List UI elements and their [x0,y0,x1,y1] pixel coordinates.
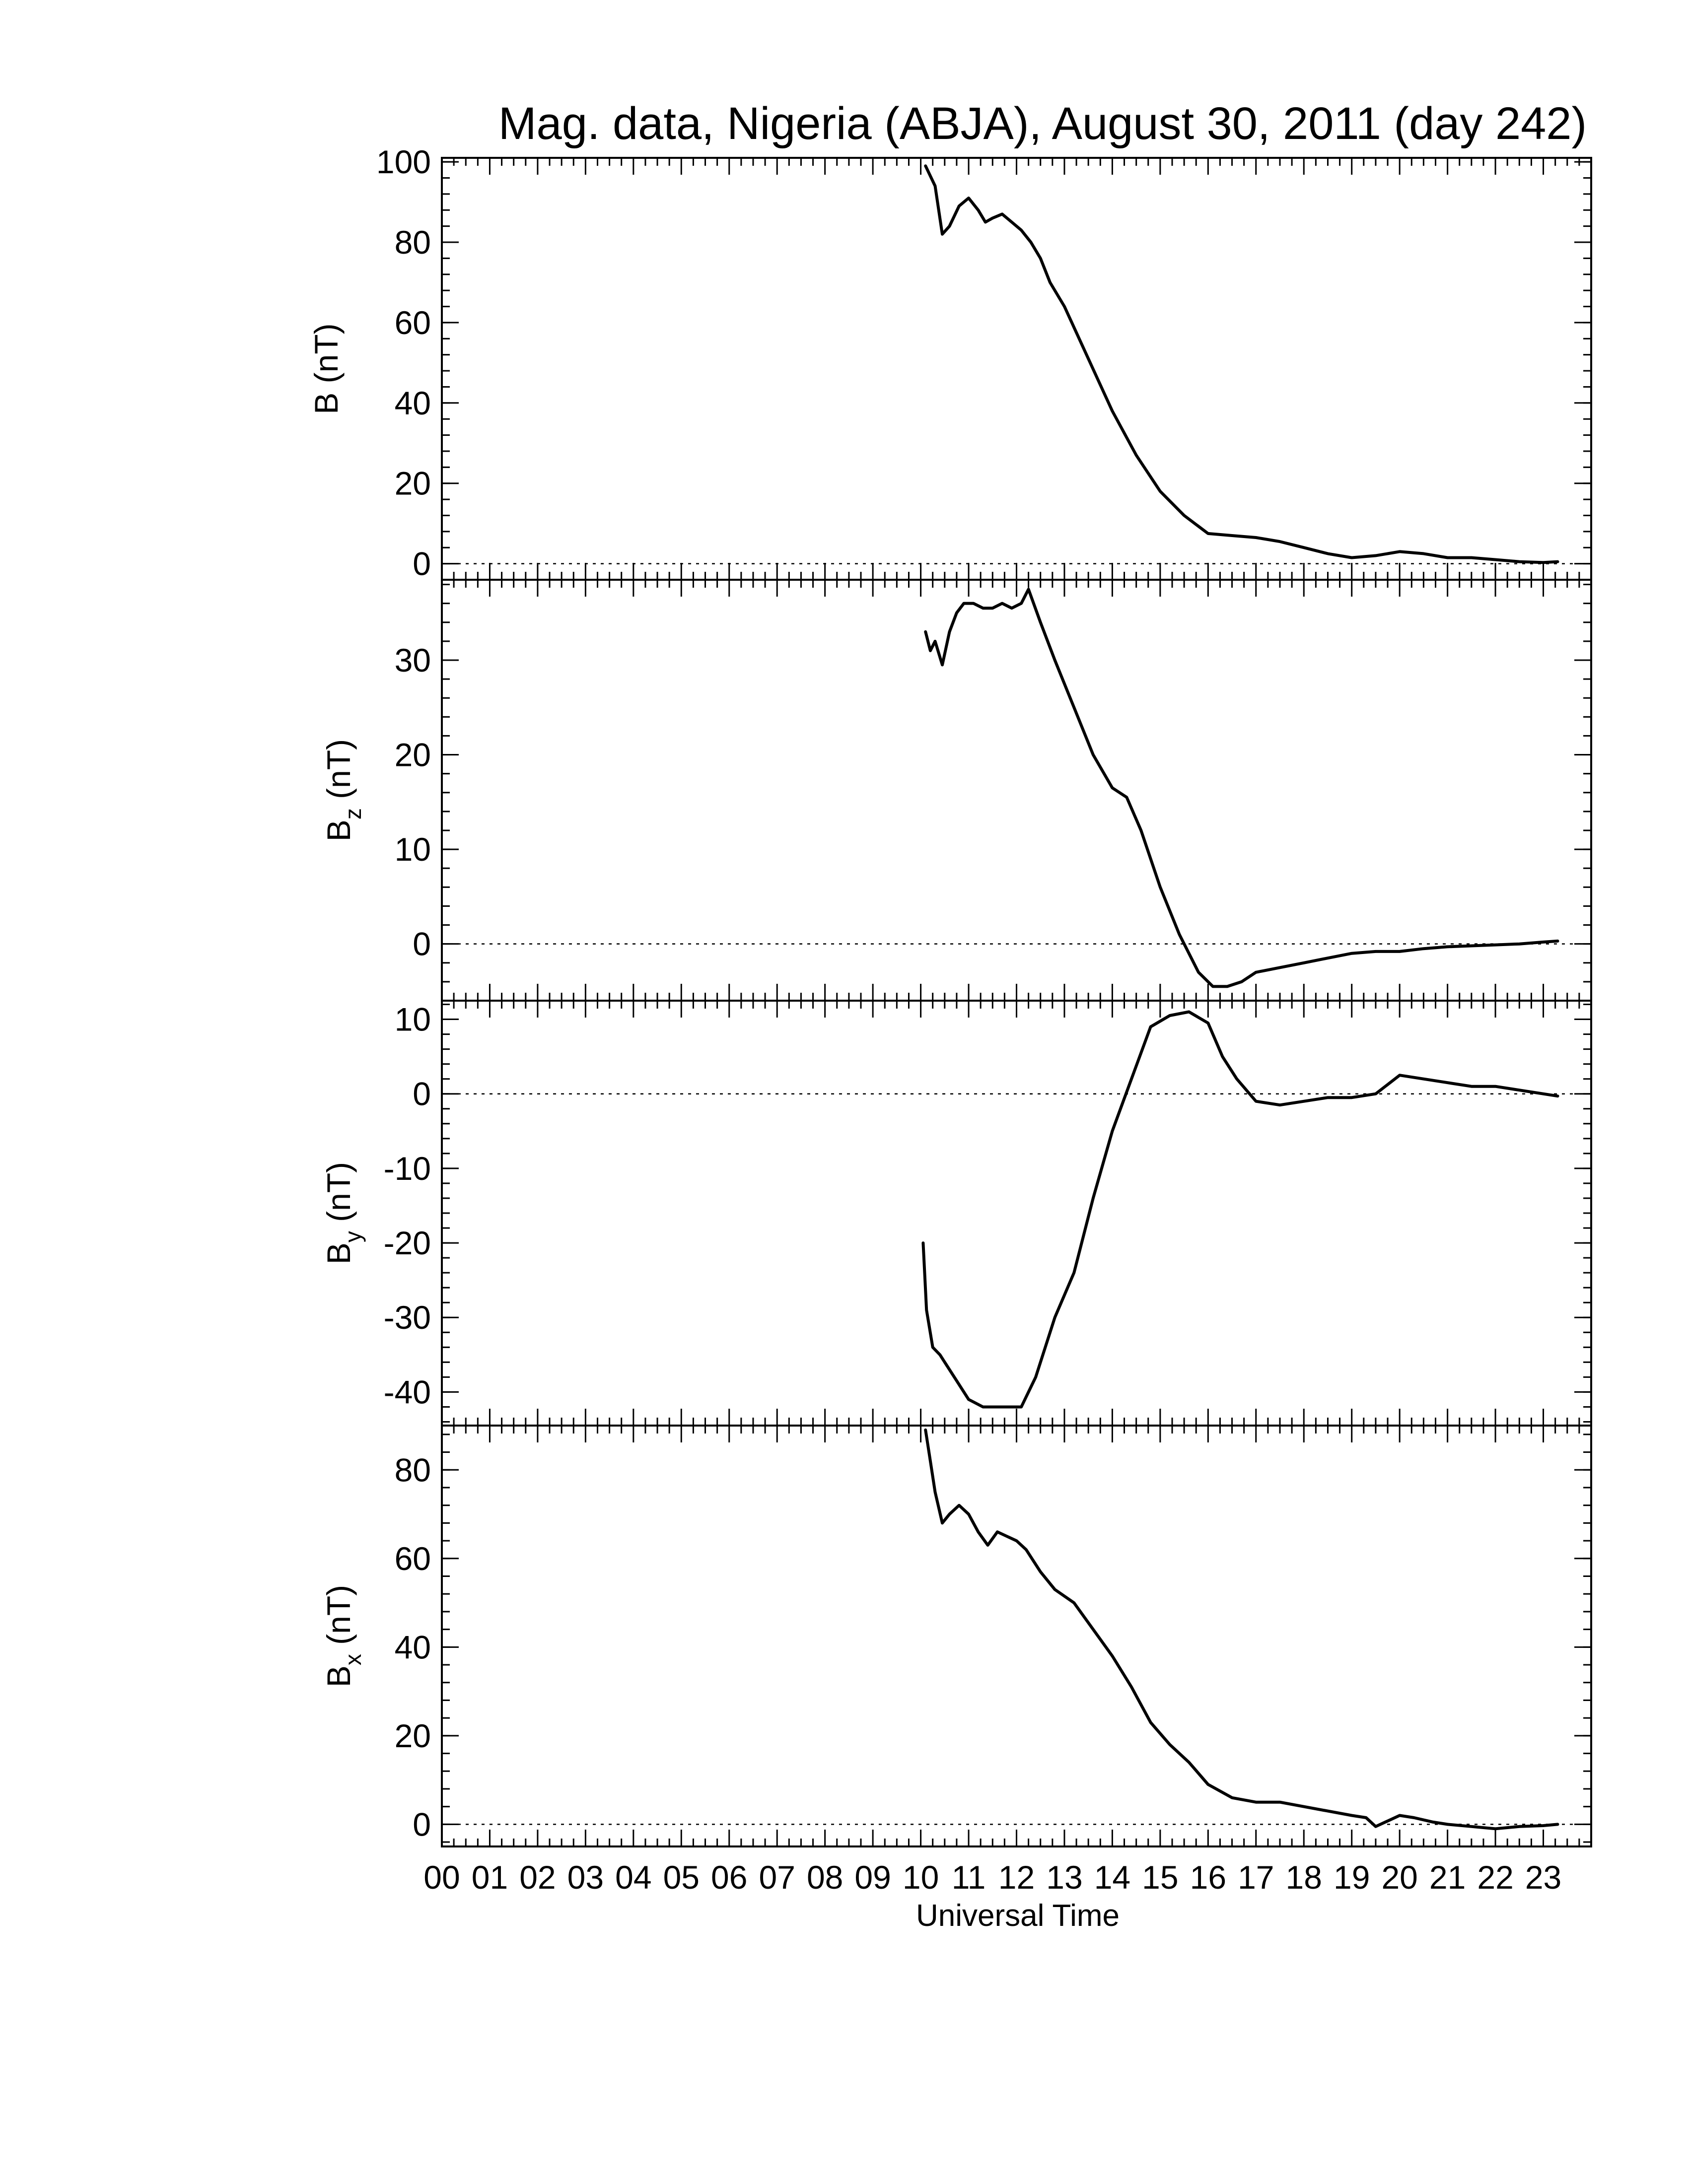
y-tick-label: 60 [395,304,431,341]
panel-2: 0 10 20 30 Bz (nT) [320,579,1592,1002]
y-tick-label: 0 [413,546,431,582]
y-tick-label: 20 [395,737,431,773]
y-tick-label: -30 [384,1299,431,1336]
x-tick-label: 21 [1429,1859,1466,1896]
x-tick-label: 01 [472,1859,508,1896]
x-axis-label: Universal Time [916,1899,1120,1933]
x-tick-label: 08 [807,1859,843,1896]
series-line-1 [924,164,1559,564]
x-tick-label: 10 [903,1859,939,1896]
y-axis-label: B (nT) [308,323,345,414]
y-axis-label: Bz (nT) [320,739,366,841]
panel-3: -40 -30 -20 -10 0 10 By (nT) [320,1000,1592,1427]
y-tick-label: 100 [376,143,431,180]
x-tick-label: 15 [1142,1859,1178,1896]
x-tick-label: 05 [663,1859,700,1896]
x-tick-label: 16 [1190,1859,1226,1896]
y-tick-label: 60 [395,1540,431,1577]
x-tick-label: 02 [519,1859,556,1896]
y-tick-label: 40 [395,1629,431,1665]
y-tick-label: -40 [384,1373,431,1410]
x-ticks [441,1426,1592,1846]
x-tick-label: 12 [998,1859,1035,1896]
y-tick-label: 80 [395,1451,431,1488]
y-tick-label: 0 [413,1806,431,1843]
y-axis-label: Bx (nT) [320,1585,366,1687]
y-axis-label: By (nT) [320,1162,366,1264]
x-tick-label: 22 [1477,1859,1513,1896]
x-tick-label: 04 [615,1859,651,1896]
chart-title: Mag. data, Nigeria (ABJA), August 30, 20… [498,98,1587,149]
x-tick-label: 14 [1094,1859,1130,1896]
panel-frame [441,579,1592,1002]
y-tick-label: 30 [395,642,431,679]
y-tick-label: 0 [413,926,431,962]
x-tick-label: 06 [711,1859,747,1896]
y-tick-label: -10 [384,1150,431,1187]
series-line-4 [924,1428,1559,1831]
x-tick-labels: 00 01 02 03 04 05 06 07 08 09 10 11 12 13 14 15 16 17 18 19… [423,1859,1561,1896]
y-tick-label: 10 [395,831,431,868]
x-tick-label: 20 [1381,1859,1417,1896]
panel-frame [441,157,1592,581]
y-tick-label: 10 [395,1001,431,1038]
y-tick-label: 0 [413,1076,431,1112]
x-tick-label: 13 [1046,1859,1082,1896]
y-tick-label: -20 [384,1225,431,1261]
x-tick-label: 03 [567,1859,604,1896]
x-tick-label: 18 [1286,1859,1322,1896]
series-line-3 [921,1010,1559,1409]
x-tick-label: 09 [854,1859,891,1896]
x-tick-label: 00 [423,1859,460,1896]
x-tick-label: 11 [952,1859,986,1896]
panel-1: 0 20 40 60 80 100 B (nT) [308,143,1592,582]
panel-4: 0 20 40 60 80 Bx (nT) [320,1425,1592,1847]
panel-frame [441,1425,1592,1847]
x-tick-label: 07 [759,1859,795,1896]
y-tick-label: 80 [395,224,431,261]
series-line-2 [924,588,1559,988]
x-tick-label: 17 [1238,1859,1274,1896]
panel-frame [441,1000,1592,1427]
x-tick-label: 23 [1525,1859,1561,1896]
x-tick-label: 19 [1334,1859,1370,1896]
y-tick-label: 20 [395,465,431,502]
x-ticks [441,1001,1592,1426]
y-tick-label: 20 [395,1717,431,1754]
x-ticks [441,580,1592,1002]
x-ticks [441,158,1592,581]
y-tick-label: 40 [395,385,431,421]
